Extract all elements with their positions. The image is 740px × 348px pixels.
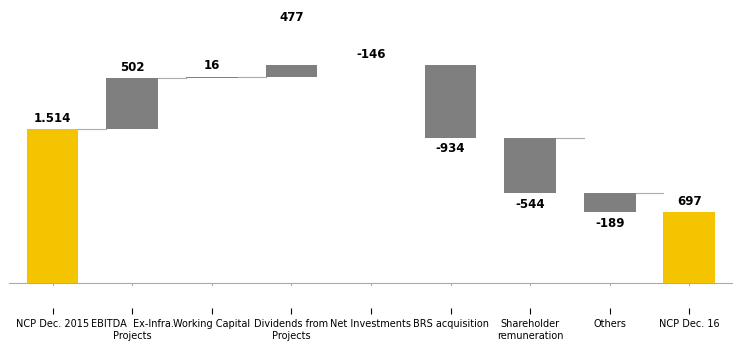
Text: 697: 697 (677, 195, 702, 208)
Text: 502: 502 (120, 61, 144, 74)
Bar (186, 77, 238, 78)
Text: -934: -934 (436, 142, 465, 156)
Text: -189: -189 (595, 217, 625, 230)
Text: -544: -544 (515, 198, 545, 211)
Bar (266, 29, 317, 77)
Bar (584, 193, 636, 212)
Bar (504, 138, 556, 193)
Bar (425, 43, 477, 138)
Text: 477: 477 (279, 11, 303, 24)
Bar (27, 129, 78, 283)
Text: 16: 16 (204, 60, 220, 72)
Bar (664, 212, 715, 283)
Bar (345, 29, 397, 43)
Text: 1.514: 1.514 (34, 112, 71, 125)
Text: -146: -146 (356, 48, 386, 61)
Bar (107, 78, 158, 129)
